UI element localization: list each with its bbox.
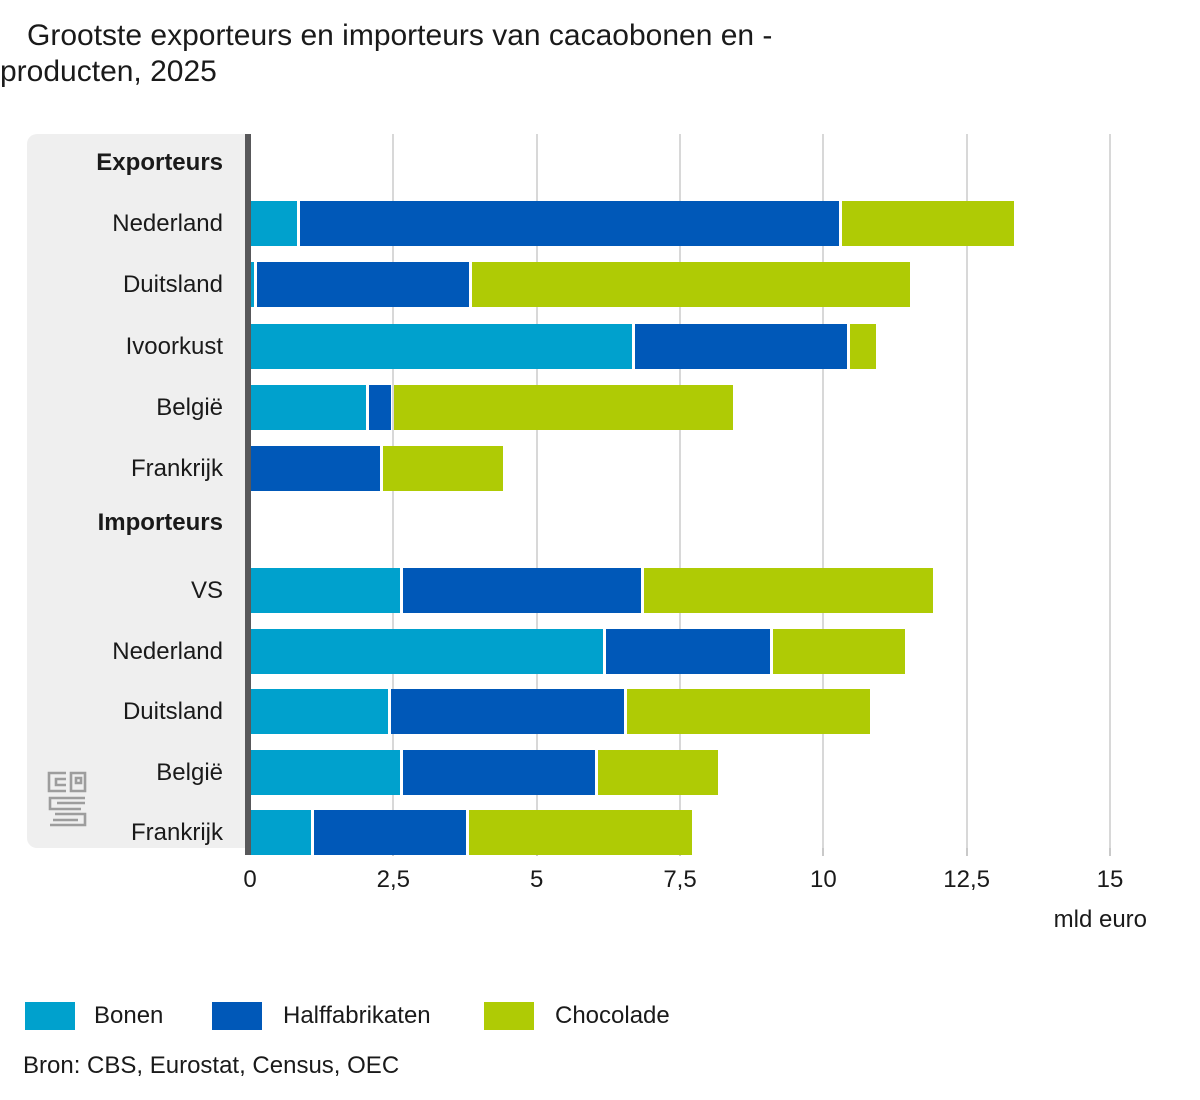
bar-segment-chocolade bbox=[468, 810, 693, 855]
x-tick-label: 7,5 bbox=[663, 866, 697, 893]
legend-label-bonen: Bonen bbox=[94, 1002, 164, 1029]
bar-segment-bonen bbox=[251, 628, 604, 674]
bar-segment-bonen bbox=[251, 568, 400, 613]
row-label: Nederland bbox=[112, 210, 223, 237]
bar-segment-chocolade bbox=[471, 262, 911, 308]
bar-segment-chocolade bbox=[772, 628, 905, 674]
bar-segment-chocolade bbox=[850, 323, 876, 369]
x-tick-label: 12,5 bbox=[943, 866, 991, 893]
bar-segment-bonen bbox=[251, 262, 254, 308]
bar-segment-chocolade bbox=[626, 689, 871, 734]
row-label: Duitsland bbox=[122, 271, 223, 299]
x-tick-label: 5 bbox=[529, 866, 544, 893]
axis-tick bbox=[822, 848, 825, 856]
group-header-exporteurs: Exporteurs bbox=[96, 149, 223, 176]
bar-segment-halffabrikaten bbox=[299, 201, 839, 246]
bar-segment-halffabrikaten bbox=[368, 384, 392, 430]
source-note: Bron: CBS, Eurostat, Census, OEC bbox=[23, 1052, 400, 1079]
axis-tick bbox=[1109, 848, 1111, 856]
bar-segment-chocolade bbox=[597, 749, 719, 795]
x-tick-label: 0 bbox=[243, 866, 257, 893]
x-tick-label: 10 bbox=[809, 866, 837, 893]
row-label: België bbox=[156, 758, 223, 786]
gridline bbox=[392, 134, 395, 848]
bar-segment-bonen bbox=[251, 689, 389, 734]
group-header-importeurs: Importeurs bbox=[97, 509, 223, 536]
legend-label-chocolade: Chocolade bbox=[555, 1002, 670, 1029]
gridline bbox=[1109, 134, 1111, 848]
x-tick-label: 2,5 bbox=[376, 866, 411, 893]
bar-segment-chocolade bbox=[382, 446, 504, 491]
bar-segment-halffabrikaten bbox=[606, 628, 770, 674]
row-label: Ivoorkust bbox=[125, 332, 223, 360]
legend-swatch-halffabrikaten bbox=[212, 1002, 262, 1030]
bar-segment-bonen bbox=[251, 810, 312, 855]
cbs-logo bbox=[47, 771, 87, 827]
gridline bbox=[535, 134, 538, 848]
bar-segment-bonen bbox=[251, 201, 297, 246]
bar-segment-chocolade bbox=[394, 384, 733, 430]
x-tick-label: 15 bbox=[1096, 866, 1124, 893]
legend-swatch-chocolade bbox=[484, 1002, 534, 1030]
chart-title: Grootste exporteurs en importeurs van ca… bbox=[0, 19, 773, 88]
gridline bbox=[822, 134, 825, 848]
bar-segment-halffabrikaten bbox=[256, 262, 469, 308]
row-label: VS bbox=[190, 577, 223, 604]
legend: Bonen Halffabrikaten Chocolade bbox=[0, 1002, 900, 1030]
gridline bbox=[679, 134, 681, 848]
bar-segment-halffabrikaten bbox=[402, 749, 595, 795]
row-label: Nederland bbox=[112, 637, 223, 665]
bar-segment-bonen bbox=[251, 749, 400, 795]
bar-segment-halffabrikaten bbox=[251, 446, 380, 491]
legend-swatch-bonen bbox=[25, 1002, 75, 1030]
axis-tick bbox=[965, 848, 968, 856]
bar-segment-chocolade bbox=[841, 201, 1014, 246]
row-label: Frankrijk bbox=[130, 819, 223, 846]
x-axis-unit-label: mld euro bbox=[1053, 906, 1147, 933]
row-label: Frankrijk bbox=[130, 455, 223, 482]
gridline bbox=[965, 134, 968, 848]
bar-segment-halffabrikaten bbox=[402, 568, 641, 613]
category-label-panel bbox=[27, 134, 245, 848]
bar-segment-halffabrikaten bbox=[391, 689, 624, 734]
bar-segment-bonen bbox=[251, 323, 633, 369]
bar-segment-halffabrikaten bbox=[635, 323, 848, 369]
row-label: Duitsland bbox=[122, 698, 223, 725]
bar-segment-bonen bbox=[251, 384, 366, 430]
row-label: België bbox=[156, 393, 223, 421]
bar-segment-chocolade bbox=[643, 568, 934, 613]
bar-segment-halffabrikaten bbox=[314, 810, 466, 855]
y-axis-line bbox=[245, 134, 251, 855]
legend-label-halffabrikaten: Halffabrikaten bbox=[283, 1002, 431, 1029]
